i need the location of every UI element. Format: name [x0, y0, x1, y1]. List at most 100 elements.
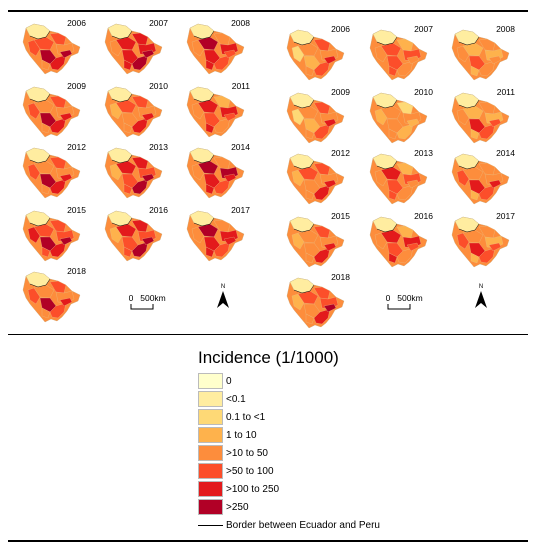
district-polygon [49, 241, 67, 258]
incidence-map [186, 147, 245, 199]
legend-row: >50 to 100 [198, 462, 380, 480]
district-polygon [406, 55, 420, 65]
district-polygon [49, 302, 67, 319]
district-polygon [205, 59, 215, 71]
district-polygon [396, 101, 414, 115]
legend-row: >10 to 50 [198, 444, 380, 462]
border-line [193, 217, 215, 227]
legend-border-label: Border between Ecuador and Peru [226, 519, 380, 531]
district-polygon [374, 108, 388, 126]
incidence-map [451, 216, 510, 268]
district-polygon [41, 59, 51, 71]
district-polygon [313, 162, 331, 176]
district-polygon [223, 112, 237, 122]
district-polygon [141, 236, 155, 246]
district-polygon [131, 241, 149, 258]
map-year-label: 2007 [414, 24, 433, 34]
district-polygon [49, 95, 67, 109]
border-line [293, 284, 315, 294]
district-polygon [213, 241, 231, 258]
incidence-map [22, 210, 81, 262]
border-line [111, 217, 133, 227]
district-polygon [396, 225, 414, 239]
district-polygon [470, 252, 480, 264]
incidence-map [286, 277, 345, 329]
border-line [458, 36, 480, 46]
district-polygon [323, 303, 337, 313]
district-polygon [291, 108, 305, 126]
map-year-label: 2010 [414, 87, 433, 97]
district-polygon [291, 45, 305, 63]
map-year-label: 2011 [232, 81, 251, 91]
border-line [458, 160, 480, 170]
legend-row: >100 to 250 [198, 480, 380, 498]
district-polygon [313, 286, 331, 300]
north-label: N [221, 284, 225, 290]
legend-label: <0.1 [226, 393, 246, 405]
district-polygon [109, 226, 123, 244]
map-year-label: 2014 [496, 148, 515, 158]
incidence-map [369, 29, 428, 81]
incidence-map [286, 216, 345, 268]
district-polygon [488, 242, 502, 252]
border-line-symbol [198, 524, 223, 526]
district-polygon [488, 179, 502, 189]
district-polygon [305, 65, 315, 77]
legend-row: >250 [198, 498, 380, 516]
district-polygon [406, 242, 420, 252]
district-polygon [213, 117, 231, 134]
district-polygon [470, 128, 480, 140]
border-line [111, 93, 133, 103]
incidence-map [186, 23, 245, 75]
district-polygon [396, 60, 414, 77]
bottom-rule [8, 540, 528, 542]
scale-bar-end: 500km [140, 293, 166, 303]
district-polygon [59, 49, 73, 59]
district-polygon [313, 308, 331, 325]
district-polygon [388, 128, 398, 140]
district-polygon [49, 219, 67, 233]
map-year-label: 2009 [67, 81, 86, 91]
map-year-label: 2012 [331, 148, 350, 158]
incidence-map [369, 92, 428, 144]
district-polygon [478, 225, 496, 239]
district-polygon [191, 102, 205, 120]
district-polygon [109, 102, 123, 120]
incidence-map [22, 86, 81, 138]
district-polygon [27, 226, 41, 244]
incidence-map [369, 216, 428, 268]
incidence-map [22, 23, 81, 75]
district-polygon [205, 246, 215, 258]
scale-bar-end: 500km [397, 293, 423, 303]
legend-border-row: Border between Ecuador and Peru [198, 516, 380, 534]
district-polygon [191, 39, 205, 57]
map-year-label: 2009 [331, 87, 350, 97]
district-polygon [374, 232, 388, 250]
district-polygon [131, 95, 149, 109]
district-polygon [27, 163, 41, 181]
incidence-map [104, 86, 163, 138]
district-polygon [41, 122, 51, 134]
legend-label: 0.1 to <1 [226, 411, 266, 423]
border-line [29, 30, 51, 40]
legend-swatch [198, 499, 223, 515]
border-line [111, 30, 133, 40]
map-year-label: 2014 [231, 142, 250, 152]
district-polygon [141, 173, 155, 183]
district-polygon [27, 102, 41, 120]
border-line [29, 278, 51, 288]
district-polygon [223, 236, 237, 246]
district-polygon [223, 173, 237, 183]
district-polygon [374, 169, 388, 187]
district-polygon [27, 39, 41, 57]
map-year-label: 2016 [414, 211, 433, 221]
district-polygon [59, 297, 73, 307]
scale-bar-zero: 0 [386, 293, 391, 303]
border-line [293, 36, 315, 46]
border-line [376, 99, 398, 109]
border-line [458, 223, 480, 233]
legend-swatch [198, 445, 223, 461]
incidence-map [22, 147, 81, 199]
district-polygon [41, 183, 51, 195]
district-polygon [406, 179, 420, 189]
